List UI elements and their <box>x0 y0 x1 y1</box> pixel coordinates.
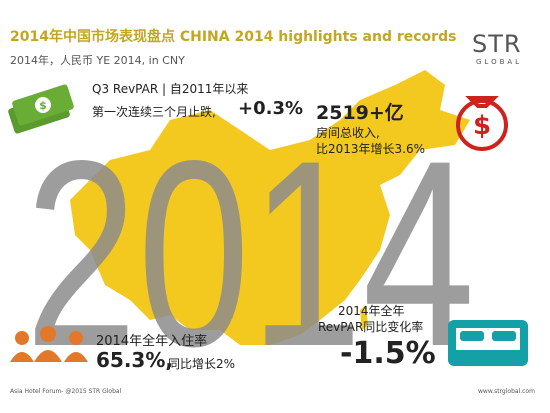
occupancy-label: 2014年全年入住率 <box>96 334 208 349</box>
title: 2014年中国市场表现盘点 CHINA 2014 highlights and … <box>10 29 457 45</box>
footer-right: www.strglobal.com <box>478 388 535 395</box>
revpar-year-line2: RevPAR同比变化率 <box>318 320 424 334</box>
revenue-value: 2519+亿 <box>316 102 404 124</box>
logo: STR <box>472 30 522 58</box>
china-map <box>70 70 470 345</box>
taiwan <box>360 305 368 330</box>
footer-left: Asia Hotel Forum- @2015 STR Global <box>10 388 122 395</box>
people-icon <box>10 326 88 362</box>
subtitle: 2014年，人民币 YE 2014, in CNY <box>10 54 185 67</box>
revpar-q3-value: +0.3% <box>238 98 304 119</box>
revpar-year-value: -1.5% <box>340 336 436 371</box>
svg-text:$: $ <box>473 111 491 141</box>
svg-text:$: $ <box>39 99 47 112</box>
revpar-year-line1: 2014年全年 <box>338 304 405 318</box>
revpar-q3-text: 第一次连续三个月止跌, <box>92 105 216 119</box>
revenue-line2: 比2013年增长3.6% <box>316 142 426 156</box>
revenue-line1: 房间总收入, <box>316 126 380 140</box>
occupancy-value: 65.3%, <box>96 348 173 372</box>
occupancy-text: 同比增长2% <box>168 357 236 371</box>
logo-sub: GLOBAL <box>476 58 523 66</box>
bed-icon <box>448 320 528 366</box>
background-year: 2014 <box>25 106 475 402</box>
money-bag-icon: $ <box>456 96 508 151</box>
money-icon: $ <box>8 84 74 134</box>
revpar-q3-label: Q3 RevPAR | 自2011年以来 <box>92 82 249 96</box>
